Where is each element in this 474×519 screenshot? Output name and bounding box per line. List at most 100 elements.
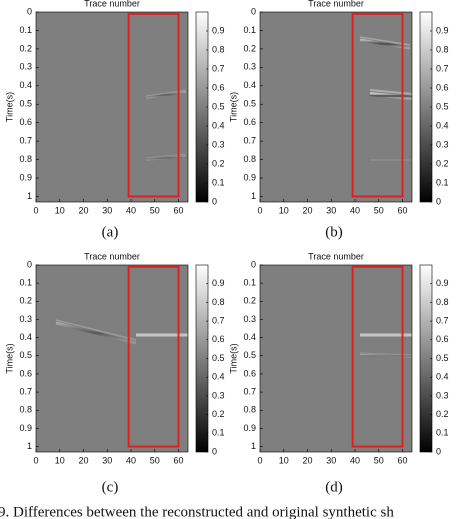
colorbar-tick-label: 0.2 (212, 158, 225, 168)
panel-label: (b) (325, 224, 343, 240)
colorbar-tick-label: 0.8 (212, 297, 225, 307)
y-tick-label: 0.9 (19, 423, 32, 433)
colorbar-tick-label: 0.9 (436, 25, 449, 35)
y-axis-label: Time(s) (228, 343, 238, 373)
x-tick-label: 30 (102, 205, 112, 215)
colorbar-tick-label: 0.5 (436, 101, 449, 111)
colorbar-tick-label: 0.9 (212, 278, 225, 288)
x-tick-label: 40 (126, 455, 136, 465)
colorbar-tick-label: 0.5 (212, 353, 225, 363)
y-tick-label: 0.5 (19, 99, 32, 109)
y-tick-label: 0.6 (19, 117, 32, 127)
colorbar-tick-label: 0.2 (212, 409, 225, 419)
x-tick-label: 0 (257, 455, 262, 465)
y-axis-label: Time(s) (228, 92, 238, 122)
x-tick-label: 30 (326, 455, 336, 465)
colorbar-tick-label: 0.1 (212, 177, 225, 187)
plot-frame (35, 264, 189, 453)
x-tick-label: 50 (150, 205, 160, 215)
y-tick-label: 1 (251, 191, 256, 201)
y-tick-label: 0.6 (243, 368, 256, 378)
event (55, 319, 137, 341)
y-tick-label: 0.8 (19, 154, 32, 164)
image (36, 12, 188, 202)
colorbar-tick-label: 0 (436, 446, 441, 456)
colorbar-tick-label: 0.3 (212, 139, 225, 149)
y-tick-label: 0.3 (19, 314, 32, 324)
y-tick-label: 0.4 (19, 332, 32, 342)
y-tick-label: 0.9 (243, 423, 256, 433)
x-tick-label: 0 (33, 205, 38, 215)
y-tick-label: 0.5 (243, 350, 256, 360)
x-axis-label: Trace number (84, 0, 140, 8)
colorbar-tick-label: 0.8 (212, 44, 225, 54)
colorbar-tick-label: 0.1 (436, 428, 449, 438)
colorbar-tick-label: 0.4 (212, 372, 225, 382)
y-tick-label: 0.7 (19, 386, 32, 396)
y-tick-label: 0.8 (243, 154, 256, 164)
y-tick-label: 1 (27, 441, 32, 451)
y-tick-label: 0.9 (243, 172, 256, 182)
colorbar-tick-label: 0.3 (436, 139, 449, 149)
x-tick-label: 60 (397, 205, 407, 215)
panel: 00.10.20.30.40.50.60.70.80.910 10 20 30 40 50… (228, 251, 448, 495)
x-tick-label: 20 (302, 455, 312, 465)
y-tick-label: 0.6 (243, 117, 256, 127)
y-axis-label: Time(s) (4, 343, 14, 373)
y-tick-label: 0.4 (243, 80, 256, 90)
highlight-box (127, 265, 180, 448)
colorbar-tick-label: 0.4 (436, 120, 449, 130)
panel: 00.10.20.30.40.50.60.70.80.910 10 20 30 40 50… (4, 0, 224, 240)
y-tick-label: 0.4 (243, 332, 256, 342)
x-tick-label: 60 (173, 455, 183, 465)
x-tick-label: 0 (257, 205, 262, 215)
x-tick-label: 40 (350, 205, 360, 215)
colorbar-tick-label: 0.8 (436, 297, 449, 307)
x-tick-label: 10 (279, 455, 289, 465)
x-axis-label: Trace number (84, 251, 140, 261)
colorbar-tick-label: 0.6 (212, 82, 225, 92)
y-tick-label: 0.5 (243, 99, 256, 109)
panel-label: (a) (102, 224, 119, 240)
x-tick-label: 20 (78, 205, 88, 215)
y-tick-label: 0.2 (243, 296, 256, 306)
x-tick-label: 30 (326, 205, 336, 215)
image (36, 265, 188, 452)
panel-label: (c) (102, 479, 119, 495)
highlight-box (351, 265, 404, 448)
x-tick-label: 30 (102, 455, 112, 465)
caption: 9. Differences between the reconstructed… (0, 504, 394, 519)
y-tick-label: 0.8 (243, 405, 256, 415)
y-tick-label: 0.2 (19, 43, 32, 53)
colorbar-tick-label: 0.5 (436, 353, 449, 363)
y-tick-label: 0.6 (19, 368, 32, 378)
event (369, 89, 413, 95)
y-tick-label: 0.3 (19, 62, 32, 72)
colorbar-tick-label: 0.2 (436, 409, 449, 419)
colorbar-tick-label: 0.1 (436, 177, 449, 187)
plot-frame (259, 264, 413, 453)
y-tick-label: 0.4 (19, 80, 32, 90)
x-tick-label: 60 (173, 205, 183, 215)
y-tick-label: 0.1 (243, 25, 256, 35)
panel: 00.10.20.30.40.50.60.70.80.910 10 20 30 40 50… (228, 0, 448, 240)
x-tick-label: 20 (78, 455, 88, 465)
plot-frame (35, 11, 189, 203)
event (369, 92, 413, 100)
y-tick-label: 0 (27, 259, 32, 269)
y-tick-label: 0.3 (243, 314, 256, 324)
x-tick-label: 20 (302, 205, 312, 215)
plot-frame (259, 11, 413, 203)
colorbar-tick-label: 0.7 (436, 63, 449, 73)
y-tick-label: 0.2 (243, 43, 256, 53)
colorbar-tick-label: 0.3 (436, 390, 449, 400)
colorbar-tick-label: 0 (436, 196, 441, 206)
y-tick-label: 0 (251, 259, 256, 269)
y-tick-label: 0.7 (243, 136, 256, 146)
colorbar-tick-label: 0 (212, 446, 217, 456)
x-tick-label: 50 (374, 455, 384, 465)
image (260, 265, 412, 452)
event (55, 321, 137, 345)
x-tick-label: 40 (126, 205, 136, 215)
y-tick-label: 0.1 (19, 278, 32, 288)
